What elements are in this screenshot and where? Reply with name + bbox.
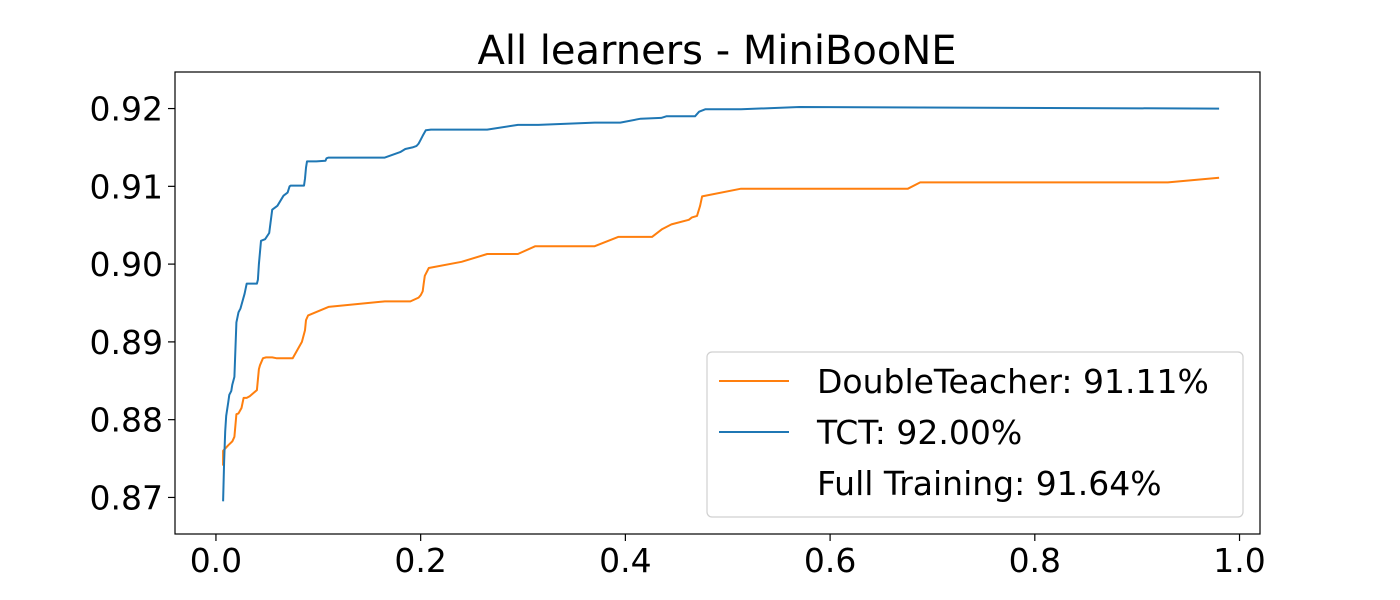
x-tick-label: 0.4: [599, 541, 651, 580]
legend-box: [706, 351, 1244, 518]
y-tick-label: 0.91: [90, 167, 163, 206]
chart-title: All learners - MiniBooNE: [477, 28, 956, 74]
x-tick-label: 1.0: [1213, 541, 1265, 580]
x-tick-label: 0.0: [190, 541, 242, 580]
x-tick-label: 0.6: [804, 541, 856, 580]
plot-frame: [174, 71, 1261, 535]
y-tick-label: 0.88: [90, 401, 163, 440]
legend: DoubleTeacher: 91.11% TCT: 92.00% Full Tra…: [706, 351, 1244, 518]
series-line-0: [222, 176, 1220, 466]
plot-area: [222, 106, 1220, 502]
legend-label: TCT: 92.00%: [816, 413, 1022, 452]
y-tick-label: 0.89: [90, 323, 163, 362]
y-tick-label: 0.92: [90, 90, 163, 129]
x-axis: 0.0 0.2 0.4 0.6 0.8 1.0: [190, 534, 1266, 580]
y-tick-label: 0.90: [90, 245, 163, 284]
x-tick-label: 0.8: [1009, 541, 1061, 580]
x-tick-label: 0.2: [394, 541, 446, 580]
y-tick-label: 0.87: [90, 478, 163, 517]
series-line-1: [222, 106, 1220, 502]
y-axis: 0.87 0.88 0.89 0.90 0.91 0.92: [90, 90, 175, 517]
legend-label: Full Training: 91.64%: [817, 464, 1162, 503]
legend-label: DoubleTeacher: 91.11%: [817, 362, 1209, 401]
